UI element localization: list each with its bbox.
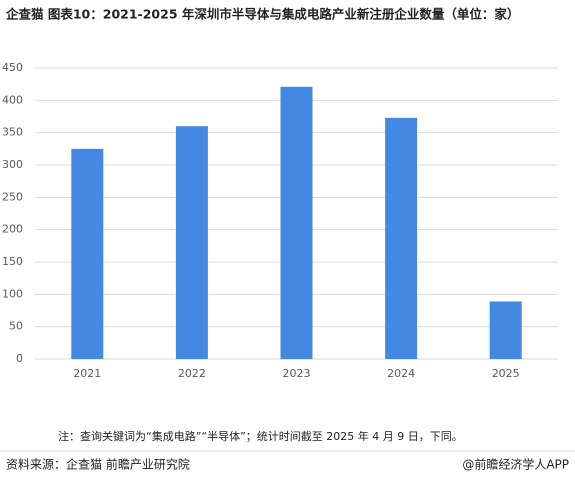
bar [71,148,104,359]
bar [385,117,418,359]
y-tick-label: 450 [2,61,23,74]
chart-note: 注：查询关键词为“集成电路”“半导体”；统计时间截至 2025 年 4 月 9 … [58,429,463,443]
credit: @前瞻经济学人APP [462,457,569,472]
chart-title: 企查猫 图表10：2021-2025 年深圳市半导体与集成电路产业新注册企业数量… [5,7,519,22]
y-tick-label: 0 [16,352,23,365]
y-tick-label: 300 [2,158,23,171]
y-tick-label: 200 [2,223,23,236]
x-tick-label: 2023 [283,367,311,380]
y-tick-label: 50 [9,320,23,333]
bar [175,126,208,359]
y-tick-label: 400 [2,93,23,106]
source: 资料来源：企查猫 前瞻产业研究院 [6,457,190,472]
x-tick-label: 2021 [73,367,101,380]
y-tick-label: 350 [2,126,23,139]
bar [489,301,522,359]
y-tick-label: 250 [2,190,23,203]
x-tick-label: 2024 [387,367,415,380]
bar [280,86,313,360]
x-tick-label: 2025 [492,367,520,380]
y-tick-label: 150 [2,255,23,268]
x-tick-label: 2022 [178,367,206,380]
y-tick-label: 100 [2,287,23,300]
